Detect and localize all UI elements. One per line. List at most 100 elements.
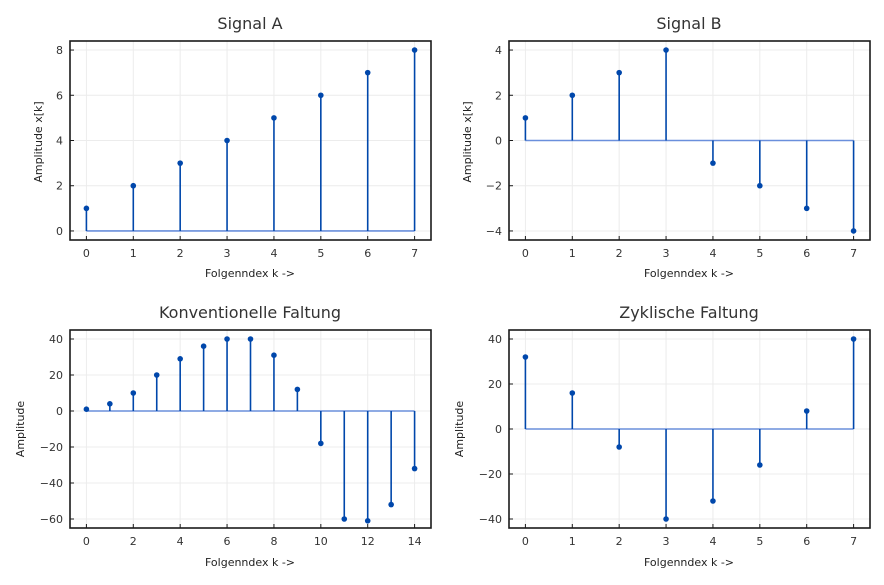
stem-marker [83, 205, 90, 212]
y-axis-label: Amplitude x[k] [461, 101, 474, 182]
y-tick-label: −40 [479, 513, 502, 526]
stem-marker [522, 354, 529, 360]
subplot-title: Konventionelle Faltung [159, 303, 341, 322]
stem-marker [757, 462, 763, 468]
subplot-title: Signal B [656, 14, 721, 33]
stem-marker [271, 115, 277, 121]
x-tick-label: 1 [569, 535, 576, 548]
y-tick-label: 20 [488, 378, 502, 391]
stem-marker [616, 69, 622, 76]
y-tick-label: 6 [56, 89, 63, 102]
x-tick-label: 1 [130, 247, 137, 260]
stem-marker [710, 160, 716, 166]
x-tick-label: 2 [616, 535, 623, 548]
stem-marker [318, 440, 324, 447]
y-tick-label: −4 [486, 225, 502, 238]
x-tick-label: 14 [408, 535, 422, 548]
x-tick-label: 4 [709, 247, 716, 260]
stem-marker [224, 336, 230, 342]
x-tick-label: 7 [850, 535, 857, 548]
stem-marker [318, 92, 324, 99]
x-tick-label: 8 [270, 535, 277, 548]
subplot-zyklische-faltung: Zyklische Faltung Folgenndex k -> Amplit… [453, 303, 871, 569]
y-tick-label: −2 [486, 180, 502, 193]
x-tick-label: 2 [616, 247, 623, 260]
x-axis-label: Folgenndex k -> [205, 556, 295, 569]
x-tick-label: 10 [314, 535, 328, 548]
x-tick-label: 0 [83, 535, 90, 548]
x-tick-label: 6 [224, 535, 231, 548]
stem-marker [130, 182, 137, 189]
y-tick-label: 0 [495, 135, 502, 148]
stem-marker [522, 115, 529, 121]
x-tick-label: 4 [177, 535, 184, 548]
y-tick-label: 2 [495, 89, 502, 102]
x-tick-label: 4 [270, 247, 277, 260]
y-tick-label: 8 [56, 44, 63, 57]
stem-marker [364, 69, 371, 76]
x-tick-label: 6 [803, 535, 810, 548]
stem-marker [803, 205, 810, 212]
y-tick-label: −60 [40, 513, 63, 526]
y-tick-label: 40 [49, 333, 63, 346]
stem-marker [107, 401, 113, 407]
subplot-signal-b: Signal B Folgenndex k -> Amplitude x[k] … [461, 14, 871, 280]
stem-marker [411, 47, 418, 53]
stem-marker [569, 92, 576, 99]
axes-frame [69, 329, 432, 529]
stem-marker [200, 343, 207, 350]
y-tick-label: 4 [56, 135, 63, 148]
stem-marker [177, 160, 183, 166]
x-axis-label: Folgenndex k -> [644, 267, 734, 280]
x-tick-label: 2 [177, 247, 184, 260]
x-tick-label: 1 [569, 247, 576, 260]
y-axis-label: Amplitude [453, 401, 466, 458]
subplot-title: Zyklische Faltung [619, 303, 758, 322]
x-tick-label: 0 [522, 247, 529, 260]
y-axis-label: Amplitude x[k] [32, 101, 45, 182]
x-tick-label: 0 [522, 535, 529, 548]
stem-marker [803, 408, 810, 414]
stem-marker [757, 182, 763, 189]
stem-marker [411, 465, 418, 472]
x-tick-label: 7 [411, 247, 418, 260]
subplot-konventionelle-faltung: Konventionelle Faltung Folgenndex k -> A… [14, 303, 432, 569]
y-tick-label: 2 [56, 180, 63, 193]
y-tick-label: 4 [495, 44, 502, 57]
stem-marker [341, 516, 348, 522]
stem-marker [850, 336, 857, 342]
x-tick-label: 7 [850, 247, 857, 260]
x-tick-label: 2 [130, 535, 137, 548]
y-tick-label: 0 [495, 423, 502, 436]
stem-marker [247, 336, 254, 342]
grid [70, 41, 431, 240]
x-tick-label: 5 [756, 535, 763, 548]
stem-marker [271, 352, 277, 359]
stem-marker [616, 444, 622, 450]
x-axis-label: Folgenndex k -> [644, 556, 734, 569]
stem-marker [710, 498, 716, 504]
y-tick-label: −40 [40, 477, 63, 490]
x-tick-label: 3 [224, 247, 231, 260]
y-tick-label: 0 [56, 225, 63, 238]
stem-marker [663, 516, 669, 522]
stem-marker [224, 137, 230, 144]
stem-marker [850, 228, 857, 234]
y-tick-label: −20 [40, 441, 63, 454]
x-tick-label: 12 [361, 535, 375, 548]
stem-marker [83, 406, 90, 413]
y-tick-label: 40 [488, 333, 502, 346]
x-tick-label: 5 [317, 247, 324, 260]
stem-marker [177, 356, 183, 362]
subplot-signal-a: Signal A Folgenndex k -> Amplitude x[k] … [32, 14, 432, 280]
x-tick-label: 6 [364, 247, 371, 260]
x-tick-label: 6 [803, 247, 810, 260]
x-axis-label: Folgenndex k -> [205, 267, 295, 280]
stem-marker [663, 47, 669, 53]
y-tick-label: 20 [49, 369, 63, 382]
y-tick-label: −20 [479, 468, 502, 481]
stem-marker [294, 386, 301, 393]
stem-marker [364, 518, 371, 524]
y-tick-label: 0 [56, 405, 63, 418]
